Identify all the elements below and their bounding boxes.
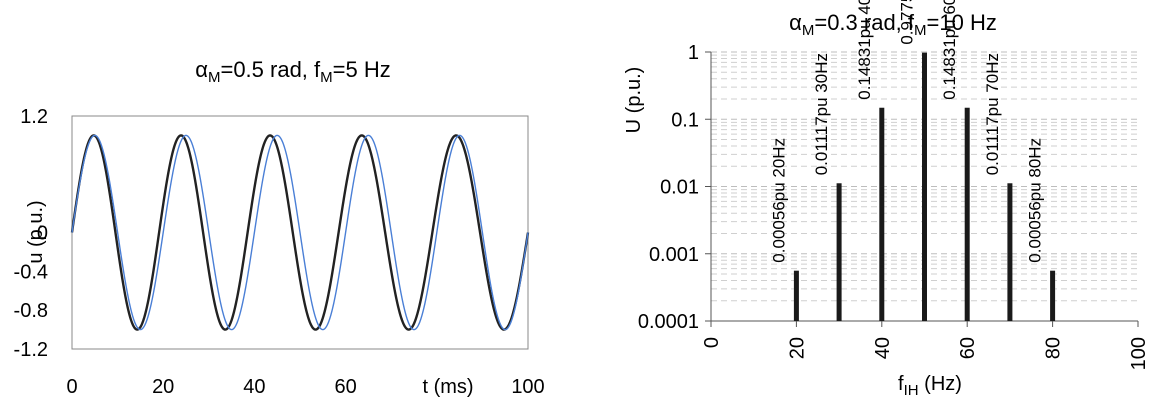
right-y-tick-label: 0.01 xyxy=(660,177,699,199)
right-x-tick-label: 0 xyxy=(701,337,723,348)
left-chart: αM=0.5 rad, fM=5 Hz 1.2 0 -0.4 -0.8 -1.2 0 20… xyxy=(14,57,545,398)
right-y-tick-label: 0.0001 xyxy=(638,311,699,333)
left-y-axis-label: u (p.u.) xyxy=(25,200,47,263)
left-x-tick-label: 20 xyxy=(152,376,174,398)
right-bar-label: 0.00056pu 80Hz xyxy=(1026,138,1045,263)
left-y-tick-label: -0.8 xyxy=(14,300,48,322)
right-bar-label: 0.14831pu 40Hz xyxy=(855,0,874,100)
right-y-tick-label: 1 xyxy=(688,42,699,64)
right-bar-label: 0.01117pu 70Hz xyxy=(983,53,1002,175)
left-series-line-0 xyxy=(70,134,530,331)
right-bar-60hz xyxy=(964,107,970,321)
right-bar-label: 0.14831pu 60Hz xyxy=(940,0,959,100)
left-x-tick-label: 40 xyxy=(243,376,265,398)
right-bar-40hz xyxy=(879,107,885,321)
right-bar-80hz xyxy=(1050,270,1056,321)
right-x-tick-label: 80 xyxy=(1043,337,1065,359)
left-y-tick-label: -0.4 xyxy=(14,261,48,283)
right-x-tick-label: 20 xyxy=(786,337,808,359)
left-chart-title: αM=0.5 rad, fM=5 Hz xyxy=(195,57,391,86)
right-x-tick-label: 100 xyxy=(1128,337,1150,370)
left-x-tick-label: 100 xyxy=(511,376,544,398)
right-x-tick-label: 40 xyxy=(872,337,894,359)
left-y-tick-label: 1.2 xyxy=(20,106,48,128)
right-bar-label: 0.01117pu 30Hz xyxy=(812,53,831,175)
left-y-tick-label: 0 xyxy=(37,223,48,245)
right-x-axis-label: fIH (Hz) xyxy=(898,373,962,399)
left-series-line-1 xyxy=(71,134,529,331)
right-y-tick-label: 0.001 xyxy=(649,244,699,266)
right-y-tick-label: 0.1 xyxy=(671,109,699,131)
right-x-tick-label: 60 xyxy=(957,337,979,359)
left-x-axis-label: t (ms) xyxy=(422,376,473,398)
right-y-axis-label: U (p.u.) xyxy=(623,67,645,134)
right-bar-label: 0.00056pu 20Hz xyxy=(769,138,788,263)
left-x-tick-label: 0 xyxy=(66,376,77,398)
right-bar-30hz xyxy=(836,183,842,321)
right-bar-70hz xyxy=(1007,183,1013,321)
right-bar-50hz xyxy=(922,52,927,322)
left-x-tick-label: 60 xyxy=(334,376,356,398)
right-chart-title: αM=0.3 rad, fM=10 Hz xyxy=(789,10,997,39)
right-bar-label: 0.97750pu 50Hz xyxy=(898,0,917,45)
right-chart: αM=0.3 rad, fM=10 Hz 1 0.1 0.01 0.001 0.0001… xyxy=(623,0,1150,399)
right-bar-20hz xyxy=(793,270,799,321)
left-y-tick-label: -1.2 xyxy=(14,339,48,361)
